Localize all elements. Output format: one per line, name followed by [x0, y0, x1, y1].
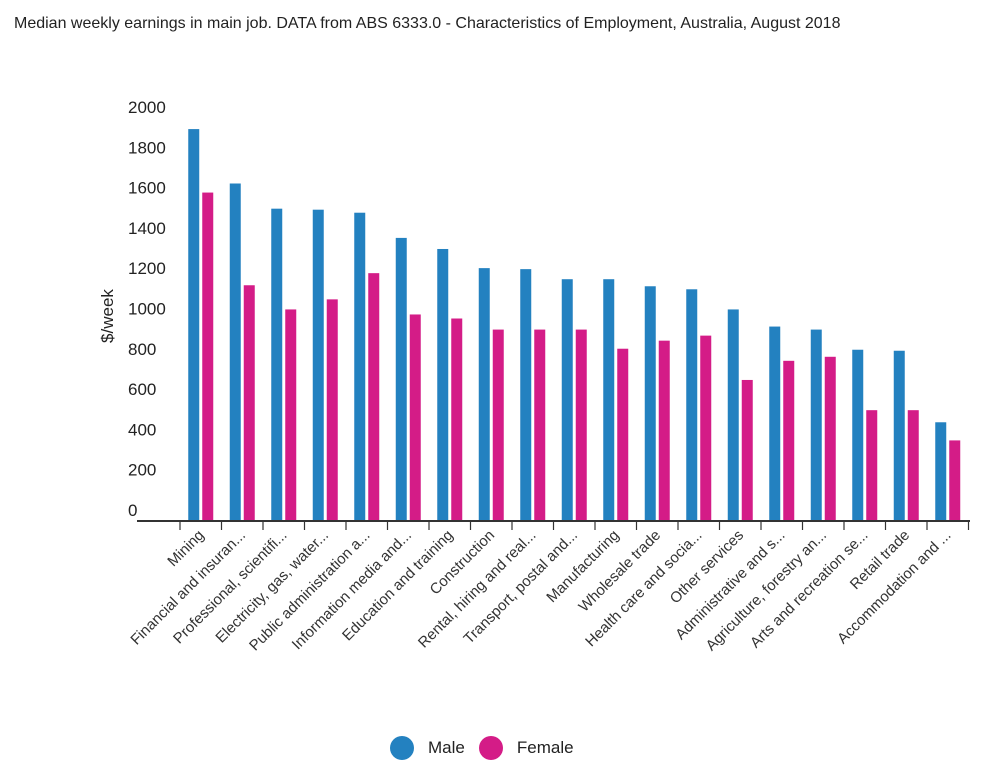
- y-tick-label: 2000: [128, 98, 166, 117]
- bar-male[interactable]: [520, 269, 532, 520]
- bar-male[interactable]: [727, 309, 739, 520]
- bar-male[interactable]: [229, 183, 241, 520]
- bar-male[interactable]: [893, 350, 905, 520]
- bar-male[interactable]: [686, 289, 698, 520]
- bar-male[interactable]: [603, 279, 615, 520]
- y-tick-label: 600: [128, 380, 156, 399]
- bar-female[interactable]: [243, 285, 255, 520]
- bar-male[interactable]: [478, 268, 490, 520]
- legend: Male Female: [390, 736, 588, 760]
- bar-female[interactable]: [451, 318, 463, 521]
- bar-male[interactable]: [644, 286, 656, 520]
- y-tick-label: 1600: [128, 179, 166, 198]
- bar-female[interactable]: [409, 314, 421, 520]
- chart-title: Median weekly earnings in main job. DATA…: [14, 15, 841, 32]
- bar-male[interactable]: [561, 279, 573, 520]
- bar-female[interactable]: [368, 273, 380, 520]
- bar-female[interactable]: [617, 348, 629, 520]
- legend-item-female[interactable]: Female: [478, 736, 574, 760]
- y-tick-label: 1000: [128, 300, 166, 319]
- bar-male[interactable]: [188, 129, 200, 520]
- legend-item-male[interactable]: Male: [390, 736, 465, 760]
- bar-female[interactable]: [949, 440, 961, 520]
- legend-swatch-female: [478, 736, 503, 760]
- bar-female[interactable]: [824, 356, 836, 520]
- bar-male[interactable]: [354, 212, 366, 520]
- x-tick-label: Manufacturing: [543, 527, 622, 606]
- bar-chart: $/week 0 200 400 600 800 1000 1200 1400 1600 1800 2…: [98, 98, 970, 654]
- bar-female[interactable]: [575, 329, 587, 520]
- bar-male[interactable]: [810, 329, 822, 520]
- y-tick-label: 1800: [128, 138, 166, 157]
- bar-female[interactable]: [534, 329, 546, 520]
- y-tick-label: 800: [128, 340, 156, 359]
- bar-male[interactable]: [271, 208, 283, 520]
- y-tick-label: 200: [128, 461, 156, 480]
- bar-female[interactable]: [202, 192, 214, 520]
- bar-female[interactable]: [907, 410, 919, 520]
- bar-male[interactable]: [437, 248, 449, 521]
- legend-label-male: Male: [428, 738, 465, 757]
- bar-male[interactable]: [769, 326, 781, 520]
- bar-male[interactable]: [852, 349, 864, 520]
- bar-female[interactable]: [700, 335, 712, 520]
- bar-female[interactable]: [285, 309, 297, 520]
- bar-female[interactable]: [741, 379, 753, 520]
- bar-female[interactable]: [866, 410, 878, 520]
- legend-label-female: Female: [516, 738, 574, 757]
- bar-male[interactable]: [312, 209, 324, 520]
- y-tick-label: 0: [128, 501, 137, 520]
- bar-female[interactable]: [658, 340, 670, 520]
- bar-female[interactable]: [326, 299, 338, 520]
- bar-female[interactable]: [783, 360, 795, 520]
- bar-male[interactable]: [935, 422, 947, 520]
- legend-swatch-male: [390, 736, 414, 760]
- y-tick-label: 1400: [128, 219, 166, 238]
- y-tick-label: 1200: [128, 259, 166, 278]
- y-tick-label: 400: [128, 420, 156, 439]
- bar-male[interactable]: [395, 237, 407, 520]
- bar-female[interactable]: [492, 329, 504, 520]
- y-axis-label: $/week: [98, 289, 117, 343]
